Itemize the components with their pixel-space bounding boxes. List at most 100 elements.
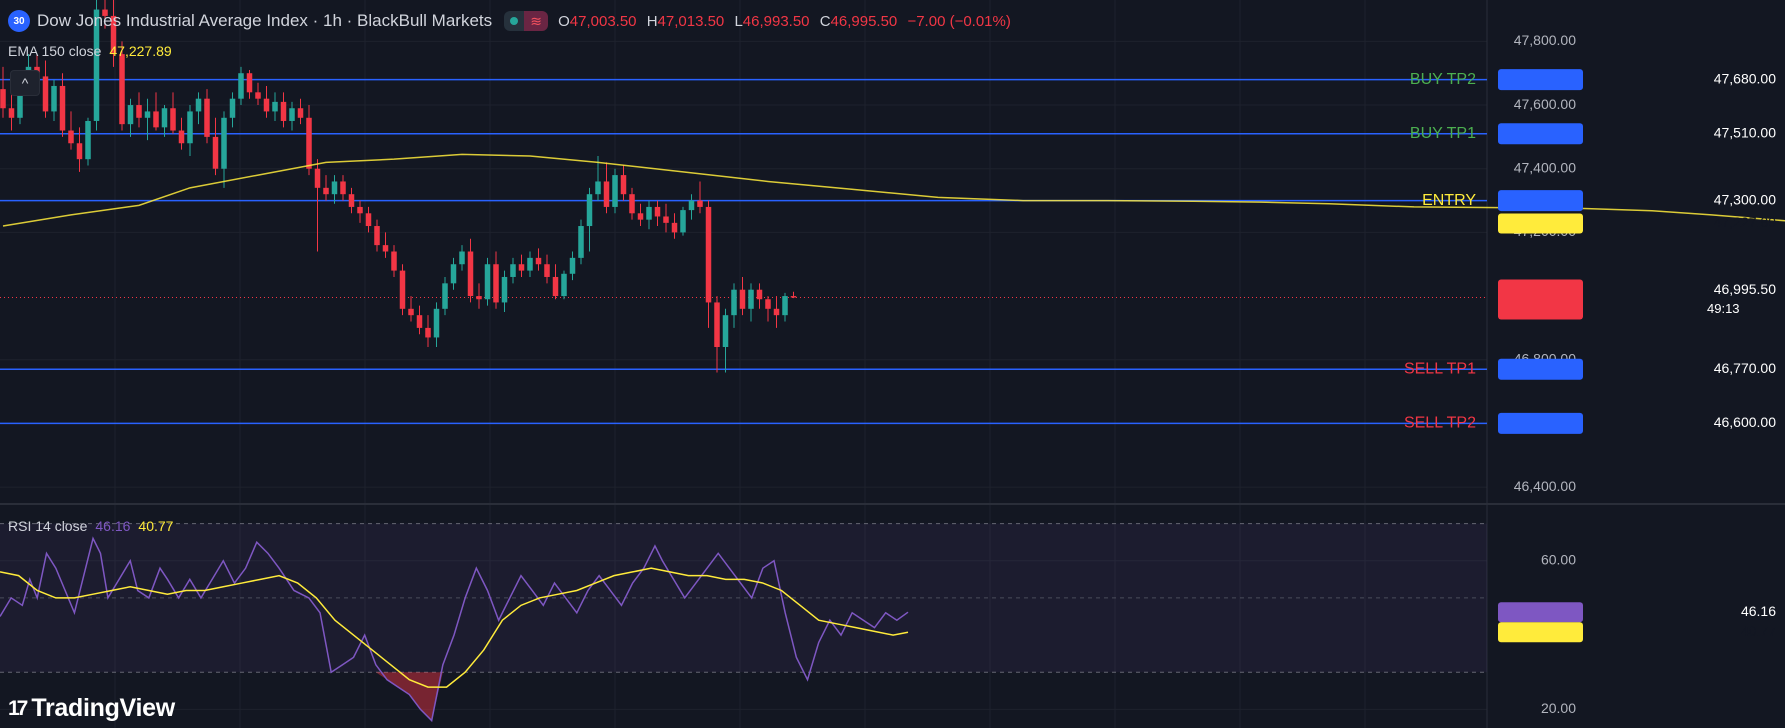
candle [714, 302, 720, 348]
ema-price-tag [1498, 213, 1583, 234]
candle [229, 98, 236, 118]
candle [654, 206, 661, 217]
candle [484, 264, 491, 300]
candle [697, 200, 703, 207]
candle [51, 85, 57, 112]
close-label: C [819, 12, 831, 30]
rsi-tick-label: 20.00 [1541, 700, 1576, 716]
open-value: 47,003.50 [569, 12, 637, 30]
candle [59, 85, 66, 131]
rsi-legend[interactable]: RSI 14 close 46.16 40.77 [8, 518, 173, 534]
collapse-legend-button[interactable]: ^ [10, 70, 40, 96]
tradingview-wordmark: TradingView [31, 694, 175, 722]
candle [586, 194, 593, 227]
candle [637, 213, 644, 220]
level-label: SELL TP2 [1404, 415, 1476, 432]
symbol-icon[interactable]: 30 [8, 10, 30, 32]
level-price-tag-label: 47,680.00 [1714, 70, 1776, 86]
open-label: O [558, 12, 570, 30]
candle [323, 187, 329, 195]
candle [459, 251, 465, 265]
rsi-ma-value: 40.77 [138, 518, 174, 534]
candle [527, 257, 533, 271]
candle [382, 245, 389, 252]
level-price-tag [1498, 412, 1583, 434]
current-price-tag [1498, 279, 1583, 320]
level-price-tag-label: 47,510.00 [1714, 124, 1776, 140]
market-status[interactable]: ≋ [504, 11, 549, 31]
candle [153, 111, 159, 128]
candle [408, 308, 414, 316]
level-label: SELL TP1 [1404, 361, 1476, 378]
candles [0, 0, 797, 373]
candle [246, 73, 253, 93]
candle [204, 98, 210, 137]
candle [280, 101, 287, 121]
ema-legend[interactable]: EMA 150 close 47,227.89 [8, 43, 172, 59]
rsi-value-tag-label: 46.16 [1741, 603, 1776, 619]
candle [110, 15, 117, 55]
live-dot-icon [504, 11, 525, 31]
symbol-title[interactable]: Dow Jones Industrial Average Index · 1h … [37, 11, 493, 30]
candle [433, 308, 440, 338]
ohlc-readout: O47,003.50 H47,013.50 L46,993.50 C46,995… [558, 13, 1011, 30]
candle [518, 264, 525, 271]
candle [782, 296, 788, 316]
candle [348, 194, 355, 207]
chart-header: 30 Dow Jones Industrial Average Index · … [8, 9, 1011, 33]
level-label: ENTRY [1422, 192, 1476, 209]
candle [212, 136, 219, 169]
candle [722, 315, 729, 348]
candle [365, 213, 372, 227]
tradingview-logo[interactable]: 17 TradingView [8, 694, 175, 723]
candle [476, 296, 482, 300]
candle [340, 181, 346, 195]
candle [263, 98, 270, 112]
candle [629, 194, 635, 214]
rsi-value: 46.16 [95, 518, 131, 534]
candle [127, 105, 134, 125]
level-price-tag [1498, 69, 1583, 91]
close-value: 46,995.50 [830, 12, 898, 30]
candle [671, 222, 678, 233]
candle [17, 79, 23, 118]
bar-countdown-label: 49:13 [1707, 301, 1740, 316]
rsi-ma-line [0, 567, 909, 688]
candle [535, 257, 542, 265]
candle [510, 264, 516, 277]
level-label: BUY TP1 [1410, 125, 1476, 142]
candle [238, 73, 244, 99]
candle [756, 289, 763, 300]
candle [144, 111, 151, 118]
rsi-line [0, 536, 909, 723]
level-price-tag-label: 46,600.00 [1714, 414, 1776, 430]
candle [442, 283, 448, 309]
candle [399, 270, 406, 309]
candle [603, 181, 610, 207]
candle [493, 264, 499, 303]
candle [620, 175, 627, 195]
candle [306, 117, 312, 169]
grid [0, 0, 1487, 728]
level-price-tag [1498, 123, 1583, 145]
level-price-tag-label: 46,770.00 [1714, 360, 1776, 376]
candle [705, 206, 712, 303]
rsi-oversold-fill [375, 672, 443, 721]
low-label: L [734, 12, 743, 30]
candle [663, 216, 669, 223]
candle [561, 273, 567, 297]
candle [425, 327, 431, 338]
candle [297, 108, 304, 118]
candle [119, 54, 125, 125]
candle [8, 108, 15, 118]
candle [773, 308, 780, 316]
ema-name: EMA 150 close [8, 43, 102, 59]
candle [289, 108, 295, 121]
candle [93, 9, 100, 121]
current-price-label: 46,995.50 [1714, 281, 1776, 297]
level-price-tag [1498, 358, 1583, 380]
candle [68, 130, 74, 144]
candle [255, 92, 261, 99]
candle [0, 89, 6, 109]
